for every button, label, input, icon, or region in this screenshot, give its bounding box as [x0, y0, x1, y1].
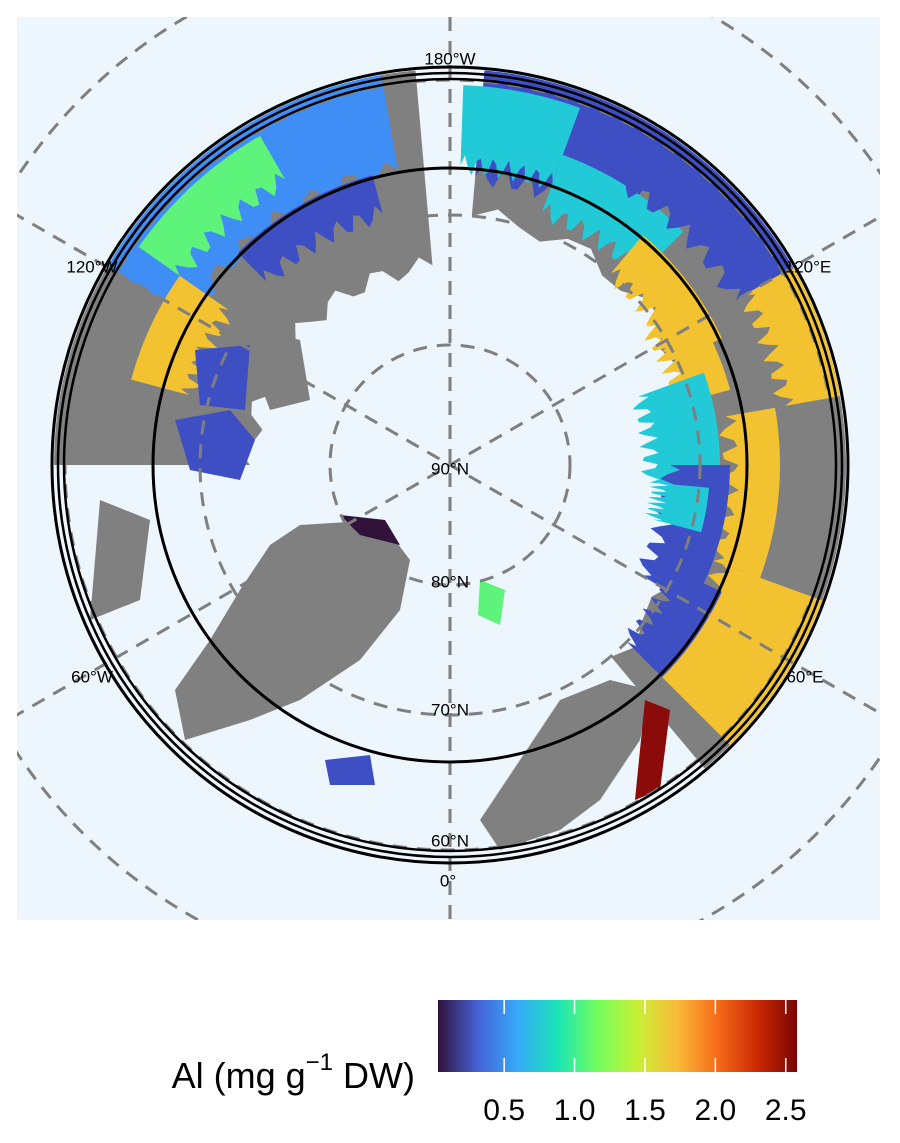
longitude-label: 120°W	[66, 257, 117, 276]
land-patch	[627, 570, 722, 678]
colorbar-tick-label: 2.5	[765, 1094, 807, 1127]
meridian	[17, 215, 880, 717]
latitude-label: 90°N	[431, 459, 469, 478]
land-patch	[615, 109, 806, 300]
legend-title: Al (mg g−1 DW)	[172, 1049, 415, 1095]
land-patch	[743, 260, 846, 406]
land-patch	[138, 135, 285, 276]
latitude-label: 80°N	[431, 572, 469, 591]
land-patch	[644, 298, 731, 403]
colorbar-tick-label: 0.5	[483, 1094, 525, 1127]
legend-title-end: DW)	[333, 1055, 415, 1096]
colorbar-tick-label: 2.0	[694, 1094, 736, 1127]
colorbar-ticks: 0.5 1.0 1.5 2.0 2.5	[483, 1000, 807, 1127]
land-patch	[195, 345, 250, 410]
longitude-label: 180°W	[424, 49, 475, 68]
colorbar-tick-label: 1.0	[554, 1094, 596, 1127]
legend-title-text: Al (mg g	[172, 1055, 306, 1096]
legend-title-superscript: −1	[306, 1049, 333, 1076]
land	[54, 69, 846, 850]
longitude-label: 0°	[440, 871, 456, 890]
land-patch	[478, 580, 505, 625]
latitude-label: 70°N	[431, 700, 469, 719]
longitude-label: 60°E	[786, 667, 823, 686]
land-patch	[635, 700, 670, 800]
land-patch	[632, 372, 720, 489]
land-patch	[131, 275, 230, 396]
land-patch	[90, 500, 150, 620]
colorbar-tick-label: 1.5	[624, 1094, 666, 1127]
longitude-label: 120°E	[785, 257, 832, 276]
land-patch	[460, 85, 580, 188]
colorbar	[438, 1000, 797, 1072]
latitude-label: 60°N	[431, 831, 469, 850]
land-patch	[175, 520, 410, 740]
land-patch	[480, 680, 650, 850]
land-patch	[237, 175, 383, 282]
land-patch	[175, 410, 255, 480]
longitude-label: 60°W	[71, 667, 113, 686]
land-patch	[325, 755, 375, 785]
latitude-line	[328, 343, 572, 587]
land-patch	[340, 515, 400, 545]
boundary-rings	[50, 65, 850, 865]
